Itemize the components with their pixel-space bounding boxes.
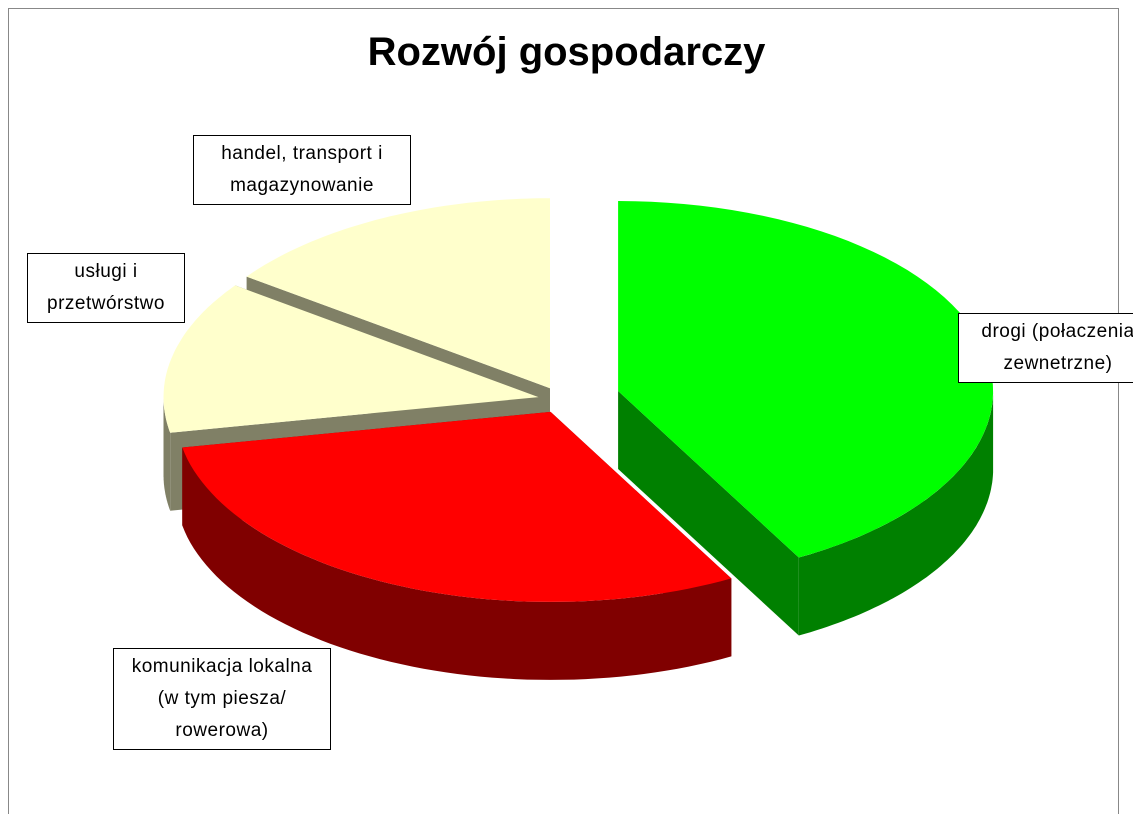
pie-slice xyxy=(163,285,539,433)
slice-side xyxy=(798,391,994,636)
pie-slice xyxy=(246,198,550,389)
slice-label: drogi (połaczenia zewnetrzne) xyxy=(958,313,1133,383)
slice-side xyxy=(182,447,732,680)
pie-slice xyxy=(182,411,732,602)
slice-side xyxy=(618,391,799,636)
chart-frame xyxy=(8,8,1119,814)
slice-label: usługi i przetwórstwo xyxy=(27,253,185,323)
slice-label: komunikacja lokalna (w tym piesza/ rower… xyxy=(113,648,331,750)
chart-title: Rozwój gospodarczy xyxy=(367,30,766,74)
slice-label: handel, transport i magazynowanie xyxy=(193,135,411,205)
pie-slice xyxy=(618,201,994,558)
slice-side xyxy=(163,397,171,511)
